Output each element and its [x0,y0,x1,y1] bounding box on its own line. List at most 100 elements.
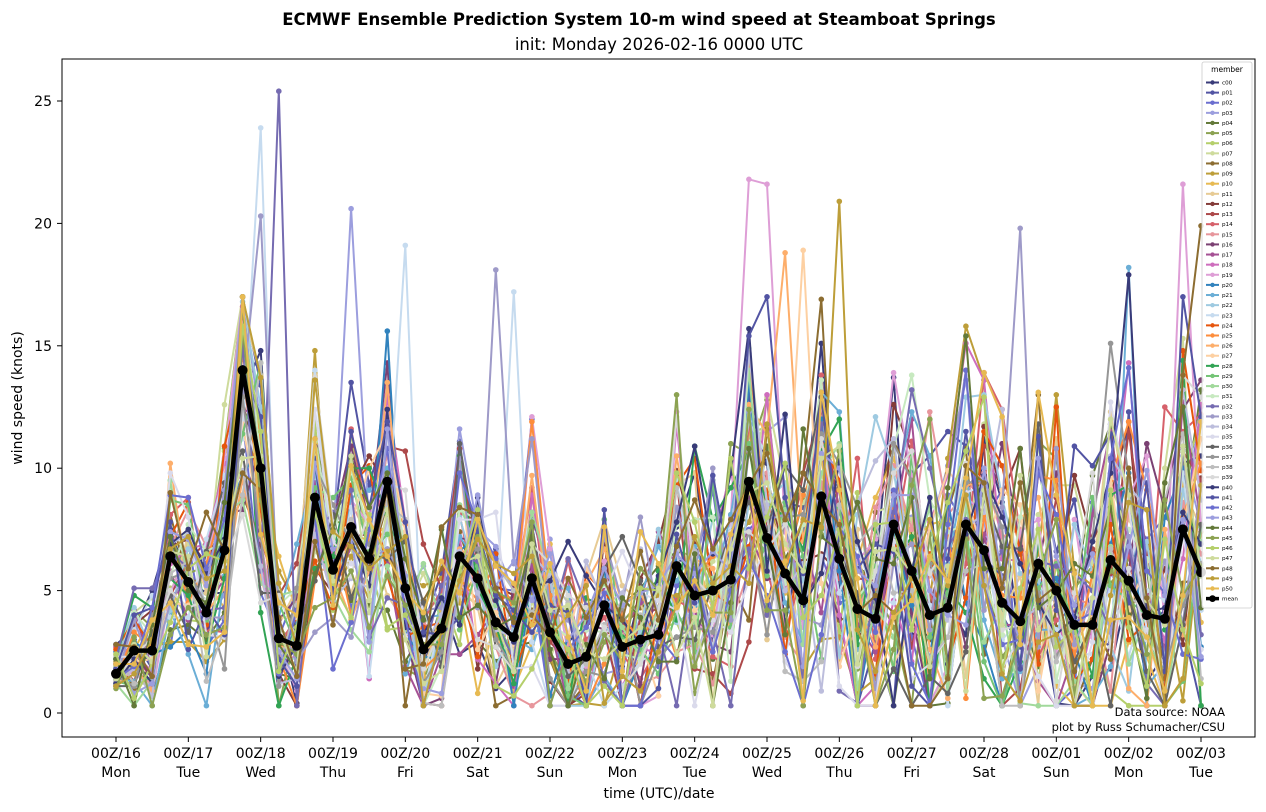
legend-label: p47 [1222,556,1233,562]
data-point-p22 [655,526,662,533]
data-point-p38 [257,360,264,366]
data-point-mean [1069,619,1080,630]
data-point-p49 [348,543,354,550]
data-point-p41 [185,646,192,653]
legend-item-p15: p15 [1206,232,1233,238]
data-point-p20 [1053,575,1060,582]
legend-item-p12: p12 [1206,201,1233,208]
data-point-p50 [493,563,499,569]
data-point-p47 [547,607,553,613]
data-point-mean [979,545,989,556]
data-point-p50 [565,634,571,640]
credit-annotation: plot by Russ Schumacher/CSU [1052,720,1225,734]
data-point-p41 [601,507,608,513]
data-point-p40 [927,494,933,501]
data-point-p14 [854,455,861,462]
legend-label: p35 [1222,435,1233,441]
data-point-p31 [1017,514,1023,520]
data-point-p30 [565,685,571,692]
data-point-mean [400,583,411,594]
data-point-p38 [348,516,354,523]
legend-label: p03 [1222,111,1233,117]
data-point-p22 [1144,538,1150,545]
data-point-p47 [203,653,210,660]
data-point-p35 [1053,702,1060,709]
data-point-p48 [456,504,463,511]
data-point-p39 [746,529,752,535]
data-point-p27 [1017,502,1023,508]
data-point-p48 [601,578,608,584]
data-point-p45 [547,702,553,709]
data-point-p26 [1162,526,1168,533]
data-point-p47 [402,636,409,643]
legend-item-p43: p43 [1206,515,1233,522]
data-point-p12 [1071,472,1078,479]
data-point-p45 [348,568,354,574]
legend-item-p09: p09 [1206,171,1233,178]
data-point-p29 [456,627,463,633]
data-point-p26 [782,250,788,256]
data-point-p43 [1162,592,1168,599]
data-point-p45 [691,663,698,670]
data-point-p40 [565,538,571,545]
legend-label: p39 [1222,475,1233,481]
data-point-p40 [185,526,192,533]
data-point-mean [689,590,700,601]
data-point-p45 [131,634,137,640]
legend-marker [1210,414,1215,419]
data-point-p41 [655,685,662,692]
data-point-p47 [348,453,354,459]
data-point-p45 [981,695,987,702]
data-point-p24 [1180,347,1186,354]
data-point-p44 [366,504,373,511]
data-point-p50 [782,558,788,564]
legend-label: p33 [1222,414,1233,420]
data-point-p42 [890,487,897,494]
legend-marker [1210,292,1215,298]
data-point-p48 [981,480,987,486]
data-point-p41 [691,600,698,606]
data-point-p40 [818,570,825,577]
data-point-mean [1177,524,1188,535]
data-point-p40 [890,702,897,709]
data-point-p39 [1125,565,1132,572]
data-point-p45 [384,573,391,579]
data-point-p29 [1089,494,1096,501]
data-point-p43 [1125,543,1132,550]
legend-marker [1210,313,1215,318]
data-point-p45 [438,641,445,648]
data-point-p20 [908,602,915,609]
data-point-p48 [438,524,445,530]
data-point-p46 [565,646,571,653]
data-point-p14 [818,372,825,379]
data-point-p43 [529,597,535,604]
legend-marker [1210,454,1215,460]
data-point-p47 [836,443,843,450]
data-point-p39 [782,521,788,528]
data-point-p21 [1107,663,1114,670]
data-point-p38 [890,590,897,596]
data-point-p45 [764,607,770,613]
data-point-p42 [185,494,192,501]
data-point-p38 [239,492,246,498]
data-point-p49 [203,575,210,582]
data-point-p24 [963,595,969,601]
data-point-p49 [1017,698,1023,704]
data-point-p33 [1071,641,1078,648]
data-point-mean [780,568,791,579]
data-point-p46 [511,693,517,699]
legend-marker [1210,444,1215,450]
x-axis-label: time (UTC)/date [603,786,714,802]
data-point-p49 [1071,702,1078,709]
legend-item-p26: p26 [1206,343,1233,350]
data-point-p47 [710,702,716,709]
data-point-p30 [529,509,535,516]
data-point-p46 [1107,487,1114,494]
legend-marker [1210,181,1215,186]
data-point-p50 [1180,592,1186,599]
legend-marker [1210,383,1215,389]
data-point-p32 [565,556,571,562]
data-point-mean [1105,555,1116,565]
data-point-p48 [945,675,951,682]
data-point-p41 [493,592,499,599]
